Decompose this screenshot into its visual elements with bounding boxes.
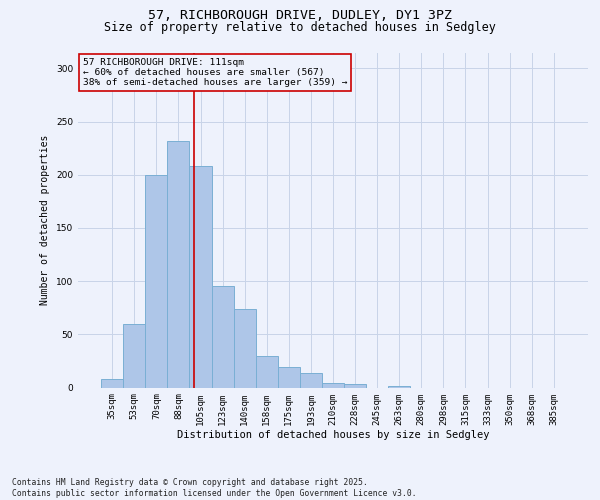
- Bar: [101, 379, 123, 388]
- Bar: [123, 324, 145, 388]
- Bar: [190, 166, 212, 388]
- Bar: [256, 356, 278, 388]
- Bar: [300, 372, 322, 388]
- Bar: [388, 386, 410, 388]
- Y-axis label: Number of detached properties: Number of detached properties: [40, 135, 50, 305]
- Bar: [344, 384, 366, 388]
- Bar: [167, 141, 190, 388]
- Bar: [212, 286, 233, 388]
- Bar: [278, 368, 300, 388]
- Text: Size of property relative to detached houses in Sedgley: Size of property relative to detached ho…: [104, 22, 496, 35]
- Text: 57 RICHBOROUGH DRIVE: 111sqm
← 60% of detached houses are smaller (567)
38% of s: 57 RICHBOROUGH DRIVE: 111sqm ← 60% of de…: [83, 58, 347, 88]
- X-axis label: Distribution of detached houses by size in Sedgley: Distribution of detached houses by size …: [177, 430, 489, 440]
- Text: Contains HM Land Registry data © Crown copyright and database right 2025.
Contai: Contains HM Land Registry data © Crown c…: [12, 478, 416, 498]
- Bar: [145, 175, 167, 388]
- Bar: [322, 383, 344, 388]
- Bar: [233, 309, 256, 388]
- Text: 57, RICHBOROUGH DRIVE, DUDLEY, DY1 3PZ: 57, RICHBOROUGH DRIVE, DUDLEY, DY1 3PZ: [148, 9, 452, 22]
